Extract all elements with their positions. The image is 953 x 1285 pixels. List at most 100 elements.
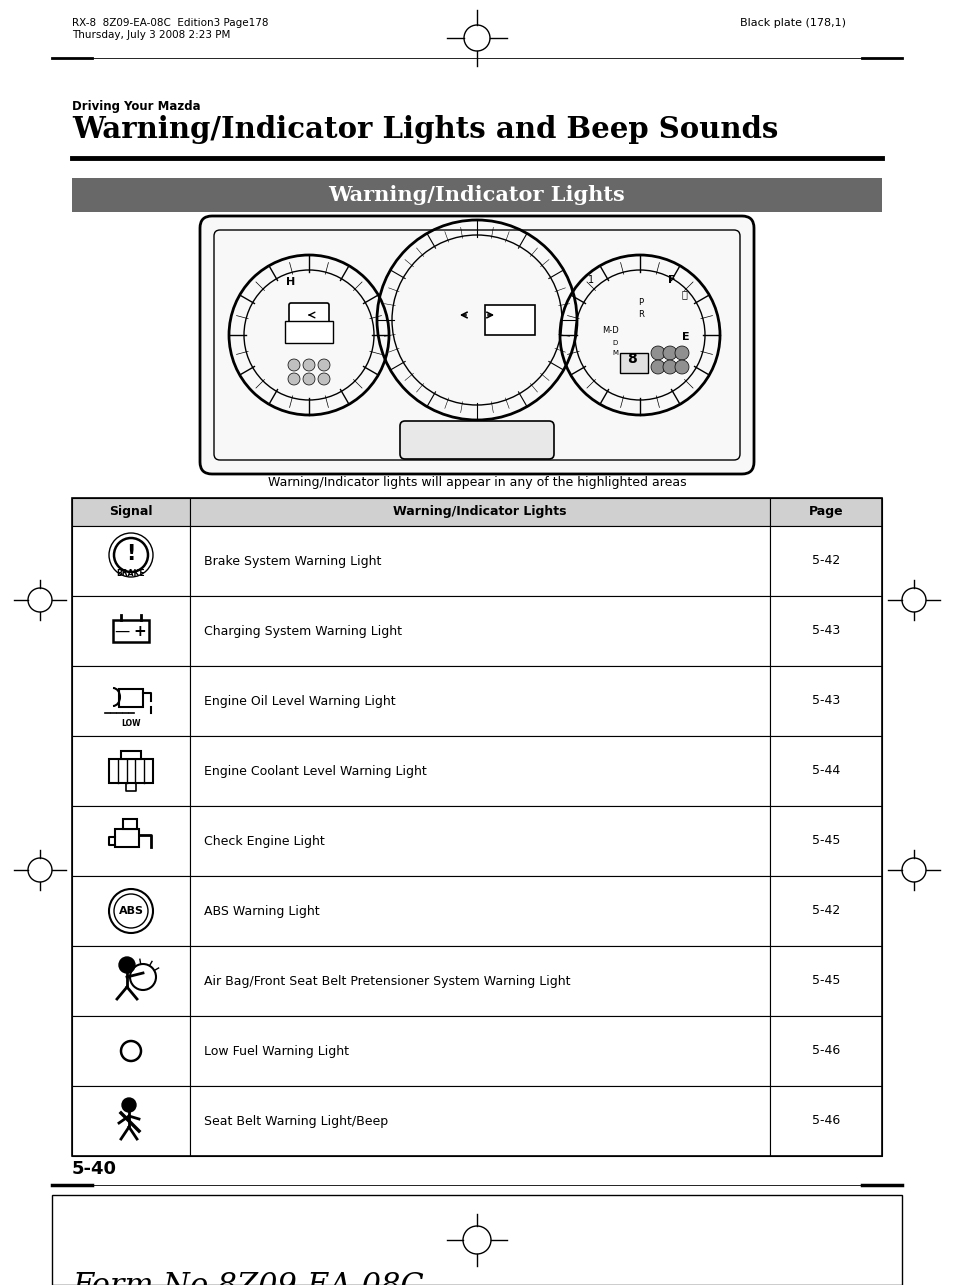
Text: 5-45: 5-45 bbox=[811, 974, 840, 987]
Text: Air Bag/Front Seat Belt Pretensioner System Warning Light: Air Bag/Front Seat Belt Pretensioner Sys… bbox=[204, 974, 570, 987]
Bar bbox=[190, 946, 769, 1016]
Text: 5-43: 5-43 bbox=[811, 694, 840, 708]
Text: 5-46: 5-46 bbox=[811, 1114, 840, 1127]
Bar bbox=[769, 499, 882, 526]
Bar bbox=[71, 499, 882, 1156]
Circle shape bbox=[303, 373, 314, 386]
Text: 5-40: 5-40 bbox=[71, 1160, 117, 1178]
Text: ABS Warning Light: ABS Warning Light bbox=[204, 905, 319, 917]
Text: M-D: M-D bbox=[601, 326, 618, 335]
Text: 8: 8 bbox=[626, 352, 637, 366]
Bar bbox=[190, 736, 769, 806]
Text: 5-43: 5-43 bbox=[811, 625, 840, 637]
FancyBboxPatch shape bbox=[200, 216, 753, 474]
Circle shape bbox=[317, 359, 330, 371]
Text: ⛽: ⛽ bbox=[681, 289, 687, 299]
Text: 5-45: 5-45 bbox=[811, 834, 840, 848]
Text: BRAKE: BRAKE bbox=[116, 568, 145, 577]
Bar bbox=[71, 179, 882, 212]
Bar bbox=[769, 806, 882, 876]
Bar bbox=[619, 353, 647, 373]
Circle shape bbox=[303, 359, 314, 371]
Text: 5-44: 5-44 bbox=[811, 765, 840, 777]
Text: Brake System Warning Light: Brake System Warning Light bbox=[204, 555, 381, 568]
Circle shape bbox=[119, 957, 135, 973]
Text: 5-42: 5-42 bbox=[811, 555, 840, 568]
Bar bbox=[769, 596, 882, 666]
Bar bbox=[769, 526, 882, 596]
Text: ABS: ABS bbox=[118, 906, 143, 916]
Bar bbox=[285, 321, 333, 343]
Bar bbox=[123, 819, 137, 829]
Bar bbox=[71, 806, 190, 876]
Bar bbox=[119, 689, 143, 707]
Bar bbox=[115, 829, 139, 847]
Bar bbox=[71, 596, 190, 666]
Bar bbox=[190, 876, 769, 946]
Bar bbox=[71, 526, 190, 596]
Bar bbox=[190, 1016, 769, 1086]
Bar bbox=[484, 305, 535, 335]
Text: M: M bbox=[612, 350, 618, 356]
Circle shape bbox=[675, 360, 688, 374]
Text: E: E bbox=[681, 332, 689, 342]
Text: Charging System Warning Light: Charging System Warning Light bbox=[204, 625, 401, 637]
Circle shape bbox=[122, 1097, 136, 1112]
Bar bbox=[190, 806, 769, 876]
Bar bbox=[52, 1195, 901, 1285]
Text: 1: 1 bbox=[587, 275, 594, 285]
Bar bbox=[190, 666, 769, 736]
Text: 5-42: 5-42 bbox=[811, 905, 840, 917]
Text: Seat Belt Warning Light/Beep: Seat Belt Warning Light/Beep bbox=[204, 1114, 388, 1127]
Text: RX-8  8Z09-EA-08C  Edition3 Page178: RX-8 8Z09-EA-08C Edition3 Page178 bbox=[71, 18, 268, 28]
Bar bbox=[71, 946, 190, 1016]
Bar bbox=[71, 876, 190, 946]
Bar bbox=[190, 1086, 769, 1156]
Text: +: + bbox=[133, 623, 146, 639]
Bar bbox=[71, 1086, 190, 1156]
Text: !: ! bbox=[126, 544, 135, 564]
Bar bbox=[109, 759, 152, 783]
Text: Thursday, July 3 2008 2:23 PM: Thursday, July 3 2008 2:23 PM bbox=[71, 30, 230, 40]
Text: Form No.8Z09-EA-08C: Form No.8Z09-EA-08C bbox=[71, 1271, 423, 1285]
Bar bbox=[769, 1016, 882, 1086]
Text: Check Engine Light: Check Engine Light bbox=[204, 834, 324, 848]
Bar bbox=[769, 1086, 882, 1156]
Bar bbox=[190, 596, 769, 666]
Circle shape bbox=[288, 373, 299, 386]
Circle shape bbox=[650, 360, 664, 374]
Bar bbox=[769, 666, 882, 736]
Text: D: D bbox=[612, 341, 617, 346]
Text: Warning/Indicator lights will appear in any of the highlighted areas: Warning/Indicator lights will appear in … bbox=[268, 475, 685, 490]
Text: H: H bbox=[286, 278, 295, 287]
Text: LOW: LOW bbox=[121, 718, 141, 727]
Text: —: — bbox=[114, 623, 130, 639]
Text: Warning/Indicator Lights: Warning/Indicator Lights bbox=[328, 185, 625, 206]
Bar bbox=[71, 736, 190, 806]
Bar bbox=[71, 666, 190, 736]
Text: P: P bbox=[638, 298, 642, 307]
FancyBboxPatch shape bbox=[399, 421, 554, 459]
Bar bbox=[121, 750, 141, 759]
Circle shape bbox=[675, 346, 688, 360]
Text: Page: Page bbox=[808, 505, 842, 519]
Text: Low Fuel Warning Light: Low Fuel Warning Light bbox=[204, 1045, 349, 1058]
Bar bbox=[71, 1016, 190, 1086]
Bar bbox=[71, 499, 190, 526]
Circle shape bbox=[317, 373, 330, 386]
Circle shape bbox=[650, 346, 664, 360]
Text: R: R bbox=[638, 310, 643, 319]
FancyBboxPatch shape bbox=[289, 303, 329, 326]
Bar bbox=[769, 946, 882, 1016]
Text: Engine Coolant Level Warning Light: Engine Coolant Level Warning Light bbox=[204, 765, 426, 777]
Text: 5-46: 5-46 bbox=[811, 1045, 840, 1058]
Circle shape bbox=[662, 360, 677, 374]
Text: Driving Your Mazda: Driving Your Mazda bbox=[71, 100, 200, 113]
Text: F: F bbox=[667, 275, 675, 285]
Text: Black plate (178,1): Black plate (178,1) bbox=[740, 18, 845, 28]
Text: Warning/Indicator Lights: Warning/Indicator Lights bbox=[393, 505, 566, 519]
Text: Engine Oil Level Warning Light: Engine Oil Level Warning Light bbox=[204, 694, 395, 708]
Bar bbox=[769, 736, 882, 806]
Circle shape bbox=[288, 359, 299, 371]
Text: Signal: Signal bbox=[110, 505, 152, 519]
